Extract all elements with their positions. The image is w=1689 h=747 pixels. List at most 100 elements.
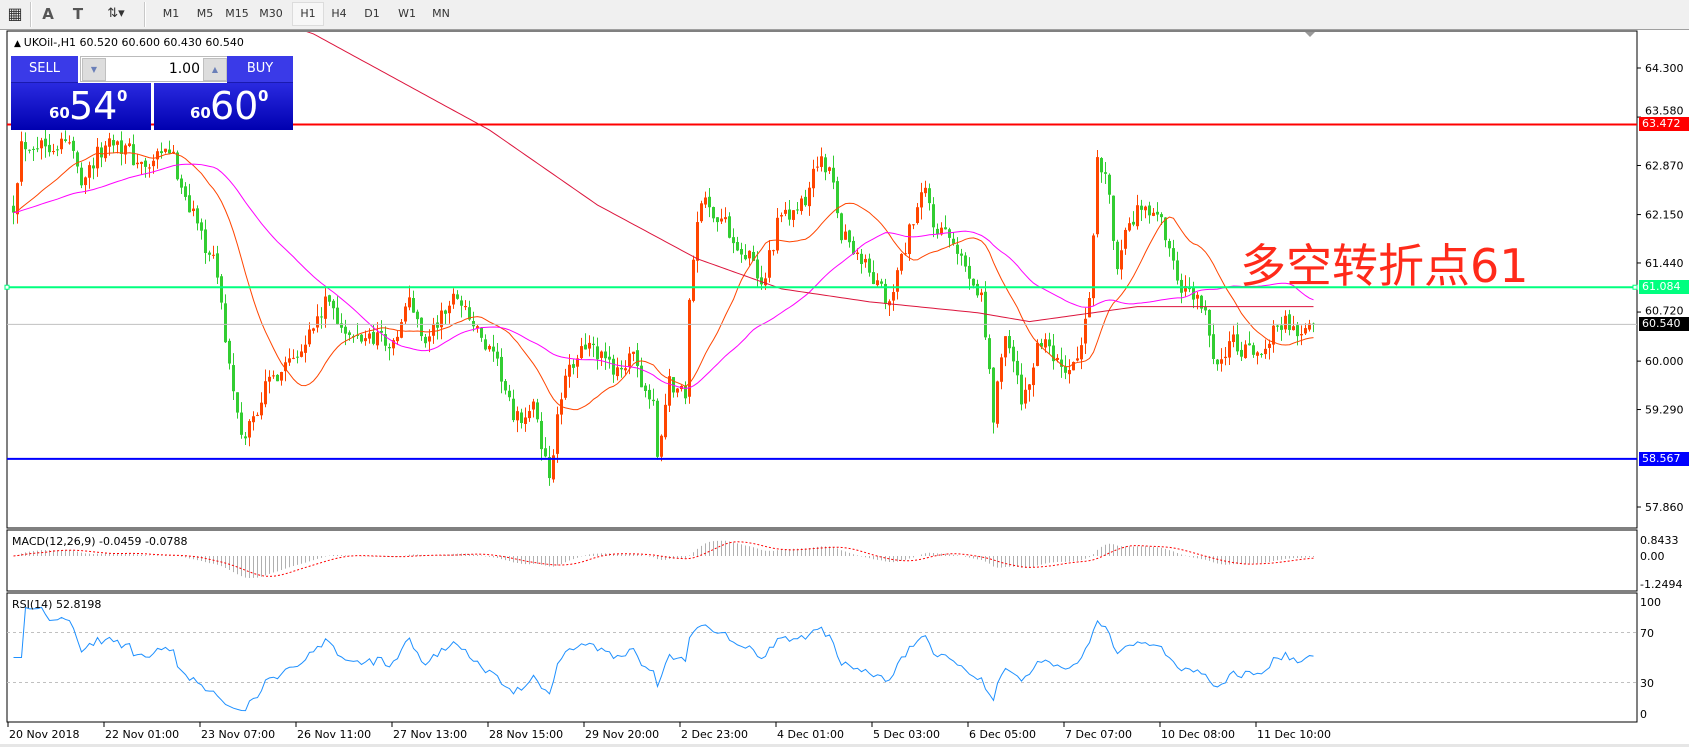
candle-body	[520, 412, 523, 423]
candle-body	[764, 278, 767, 286]
buy-price-button[interactable]: 60 60 0	[154, 83, 293, 130]
moving-average-fast	[13, 151, 1314, 411]
candle-body	[596, 346, 599, 360]
candle-body	[1276, 325, 1279, 327]
price-label-58.567: 58.567	[1639, 451, 1689, 466]
candle-body	[172, 151, 175, 153]
timeframe-h1[interactable]: H1	[292, 2, 324, 26]
candle-body	[1132, 221, 1135, 225]
candle-body	[668, 376, 671, 406]
candle-body	[768, 250, 771, 278]
timeframe-w1[interactable]: W1	[398, 7, 416, 20]
candle-body	[252, 416, 255, 423]
candle-body	[724, 217, 727, 220]
timeframe-m5[interactable]: M5	[196, 7, 214, 20]
candle-body	[92, 165, 95, 169]
candle-body	[72, 140, 75, 151]
timeframe-m1[interactable]: M1	[162, 7, 180, 20]
timeframe-d1[interactable]: D1	[364, 7, 380, 20]
candle-body	[240, 412, 243, 435]
candle-body	[548, 457, 551, 479]
candle-body	[928, 188, 931, 204]
grid-f-icon[interactable]: ▦	[7, 4, 23, 23]
candle-body	[1140, 205, 1143, 210]
candle-body	[356, 334, 359, 336]
sell-price-button[interactable]: 60 54 0	[11, 83, 151, 130]
time-axis-label: 26 Nov 11:00	[297, 728, 371, 741]
candle-body	[756, 259, 759, 279]
time-axis-label: 29 Nov 20:00	[585, 728, 659, 741]
rsi-label: RSI(14) 52.8198	[12, 598, 101, 611]
candle-body	[220, 276, 223, 303]
text-label-icon[interactable]: T	[72, 5, 84, 23]
candle-body	[904, 253, 907, 255]
timeframe-m30[interactable]: M30	[259, 7, 283, 20]
candle-body	[1056, 357, 1059, 360]
candle-body	[792, 210, 795, 220]
moving-average-mid	[13, 163, 1314, 390]
candle-body	[488, 345, 491, 350]
buy-button[interactable]: BUY	[227, 56, 293, 83]
candle-body	[1288, 314, 1291, 330]
lot-size-field[interactable]: ▼ 1.00 ▲	[80, 56, 229, 82]
candle-body	[772, 250, 775, 252]
timeframe-h4[interactable]: H4	[331, 7, 347, 20]
rsi-pane	[6, 592, 1638, 723]
candle-body	[380, 330, 383, 333]
candle-body	[964, 255, 967, 267]
lot-decrease-button[interactable]: ▼	[82, 58, 106, 81]
candle-body	[1072, 361, 1075, 371]
candle-body	[440, 310, 443, 328]
candle-body	[572, 364, 575, 368]
candle-body	[1116, 241, 1119, 270]
candle-body	[1024, 389, 1027, 404]
price-axis-label: 63.580	[1645, 104, 1684, 117]
candle-body	[132, 144, 135, 166]
candle-body	[176, 152, 179, 180]
timeframe-m15[interactable]: M15	[225, 7, 249, 20]
candle-body	[708, 196, 711, 208]
candle-body	[408, 297, 411, 308]
buy-price-main: 60	[210, 84, 259, 128]
candle-body	[188, 195, 191, 213]
candle-body	[204, 229, 207, 254]
candle-body	[532, 401, 535, 410]
text-icon[interactable]: A	[42, 5, 54, 23]
candle-body	[260, 402, 263, 416]
candle-body	[956, 244, 959, 254]
candle-body	[396, 336, 399, 342]
lot-increase-button[interactable]: ▲	[203, 58, 227, 81]
candle-body	[136, 162, 139, 165]
sell-button[interactable]: SELL	[11, 56, 78, 83]
candle-body	[1240, 349, 1243, 357]
candle-body	[64, 139, 67, 141]
arrows-icon[interactable]: ⇅▾	[107, 6, 125, 21]
candle-body	[32, 148, 35, 150]
candle-body	[196, 208, 199, 224]
candle-body	[748, 250, 751, 259]
candle-body	[616, 367, 619, 377]
candle-body	[212, 254, 215, 256]
candle-body	[1284, 315, 1287, 330]
candle-body	[1176, 260, 1179, 281]
candle-body	[160, 151, 163, 154]
candle-body	[504, 381, 507, 391]
candle-body	[12, 205, 15, 213]
macd-axis-label: 0.8433	[1640, 534, 1679, 547]
candle-body	[1004, 336, 1007, 358]
candle-body	[828, 167, 831, 171]
price-label-63.472: 63.472	[1639, 117, 1689, 132]
candle-body	[960, 253, 963, 256]
lot-value[interactable]: 1.00	[168, 61, 200, 77]
candle-body	[372, 331, 375, 344]
chart-annotation[interactable]: 多空转折点61	[1240, 239, 1529, 293]
candle-body	[284, 362, 287, 372]
candle-body	[1168, 241, 1171, 249]
candle-body	[248, 421, 251, 438]
candle-body	[1268, 343, 1271, 348]
candle-body	[524, 417, 527, 424]
timeframe-mn[interactable]: MN	[432, 7, 450, 20]
candle-body	[952, 238, 955, 244]
candle-body	[1188, 287, 1191, 290]
